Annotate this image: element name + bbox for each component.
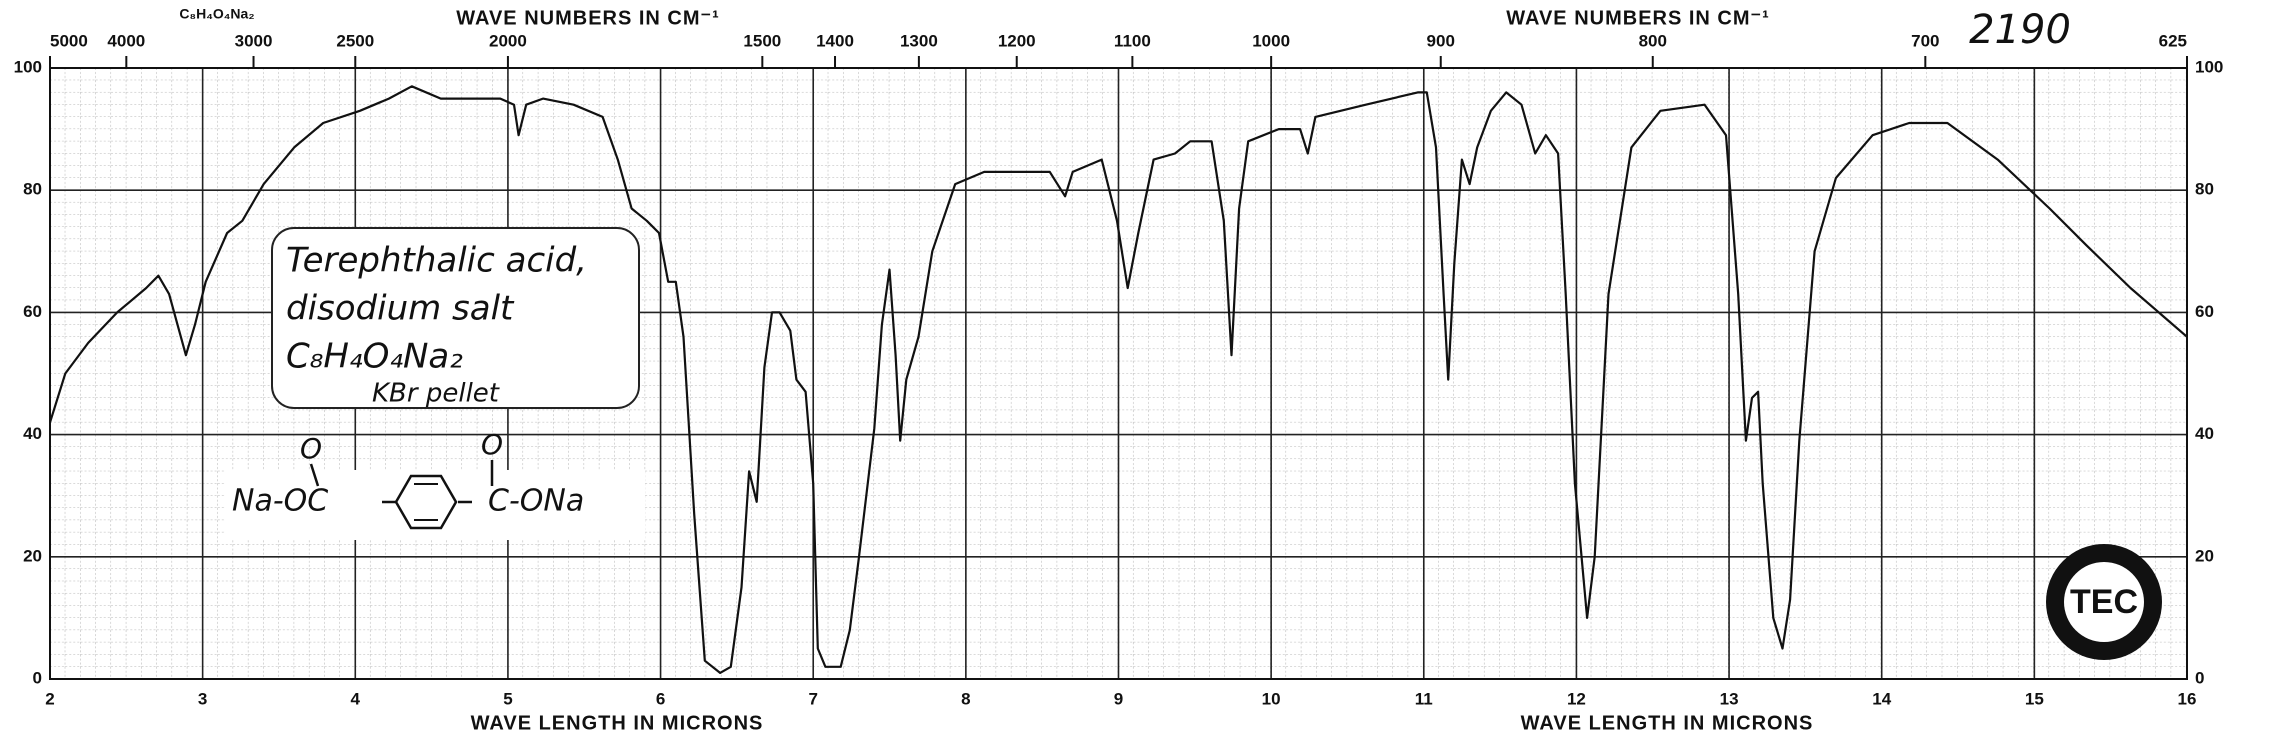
- structure-atom: O: [300, 432, 322, 465]
- x-tick-label: 5: [503, 689, 512, 708]
- y-tick-label-right: 0: [2195, 668, 2204, 687]
- top-axis-title: WAVE NUMBERS IN CM⁻¹: [1506, 7, 1770, 29]
- top-tick-label: 4000: [107, 31, 145, 50]
- x-tick-label: 6: [656, 689, 665, 708]
- y-tick-label-right: 40: [2195, 424, 2214, 443]
- annotation: C₈H₄O₄Na₂: [286, 337, 463, 377]
- top-tick-label: 900: [1427, 31, 1455, 50]
- x-tick-label: 13: [1720, 689, 1739, 708]
- x-tick-label: 16: [2178, 689, 2197, 708]
- y-tick-label: 80: [23, 180, 42, 199]
- y-tick-label: 60: [23, 302, 42, 321]
- y-tick-label: 20: [23, 546, 42, 565]
- x-tick-label: 10: [1262, 689, 1281, 708]
- x-tick-label: 3: [198, 689, 207, 708]
- y-tick-label-right: 100: [2195, 57, 2223, 76]
- formula-label: C₈H₄O₄Na₂: [179, 6, 254, 22]
- structure-group: C-ONa: [488, 484, 584, 519]
- x-tick-label: 8: [961, 689, 970, 708]
- top-tick-label: 1000: [1252, 31, 1290, 50]
- annotation: disodium salt: [286, 289, 515, 329]
- structure-atom: O: [481, 428, 503, 461]
- y-tick-label: 100: [14, 57, 42, 76]
- annotation: KBr pellet: [372, 379, 500, 409]
- top-tick-label: 800: [1639, 31, 1667, 50]
- top-tick-label: 1400: [816, 31, 854, 50]
- top-tick-label: 2000: [489, 31, 527, 50]
- top-tick-label: 2500: [336, 31, 374, 50]
- y-tick-label: 0: [33, 668, 42, 687]
- spectrum-line: [48, 85, 2188, 674]
- top-tick-label: 1300: [900, 31, 938, 50]
- top-tick-label: 1200: [998, 31, 1036, 50]
- top-tick-label: 1100: [1114, 31, 1151, 50]
- structure-bonds: [309, 460, 494, 504]
- top-axis-title: WAVE NUMBERS IN CM⁻¹: [456, 7, 720, 29]
- top-tick-label: 3000: [235, 31, 273, 50]
- chart-number: 2190: [1969, 7, 2071, 53]
- x-tick-label: 9: [1114, 689, 1123, 708]
- annotation-box: [271, 227, 640, 409]
- y-tick-label-right: 20: [2195, 546, 2214, 565]
- benzene-ring: [394, 474, 458, 530]
- logo-inner: [2064, 562, 2144, 642]
- annotation: Terephthalic acid,: [286, 241, 587, 281]
- logo-text: TEC: [2070, 583, 2138, 621]
- y-tick-label-right: 80: [2195, 180, 2214, 199]
- logo: TEC: [2046, 544, 2162, 660]
- x-axis-title: WAVE LENGTH IN MICRONS: [471, 712, 764, 734]
- x-axis-title: WAVE LENGTH IN MICRONS: [1521, 712, 1814, 734]
- top-tick-label: 5000: [50, 31, 88, 50]
- top-tick-label: 1500: [743, 31, 781, 50]
- x-tick-label: 14: [1872, 689, 1891, 708]
- top-tick-label: 700: [1911, 31, 1939, 50]
- x-tick-label: 12: [1567, 689, 1586, 708]
- structure-group: Na-OC: [232, 484, 328, 519]
- y-tick-label-right: 60: [2195, 302, 2214, 321]
- plot-frame: [49, 67, 2188, 680]
- x-tick-label: 2: [45, 689, 54, 708]
- x-tick-label: 11: [1415, 689, 1433, 708]
- x-tick-label: 4: [351, 689, 361, 708]
- ring-double-bonds: [414, 483, 438, 521]
- x-tick-label: 15: [2025, 689, 2044, 708]
- x-tick-label: 7: [808, 689, 817, 708]
- y-tick-label: 40: [23, 424, 42, 443]
- top-tick-label: 625: [2159, 31, 2187, 50]
